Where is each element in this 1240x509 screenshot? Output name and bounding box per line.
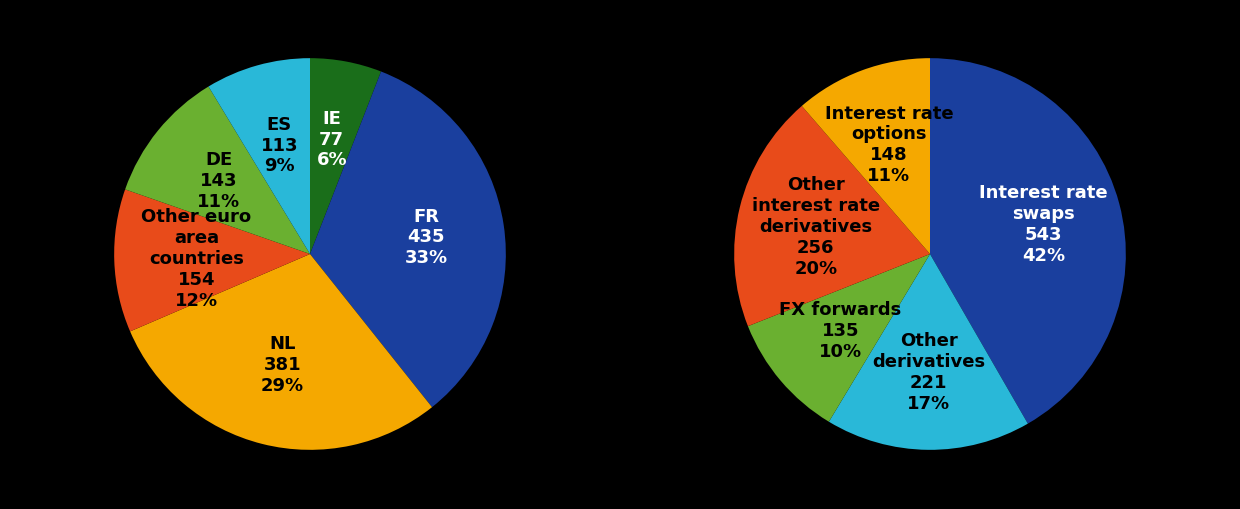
Wedge shape <box>930 59 1126 424</box>
Wedge shape <box>310 72 506 407</box>
Wedge shape <box>310 59 381 255</box>
Text: FX forwards
135
10%: FX forwards 135 10% <box>779 300 901 360</box>
Text: Interest rate
options
148
11%: Interest rate options 148 11% <box>825 104 954 185</box>
Text: NL
381
29%: NL 381 29% <box>260 335 304 394</box>
Wedge shape <box>125 88 310 254</box>
Wedge shape <box>748 254 930 422</box>
Wedge shape <box>114 190 310 332</box>
Wedge shape <box>208 59 310 255</box>
Text: Other
interest rate
derivatives
256
20%: Other interest rate derivatives 256 20% <box>751 176 880 277</box>
Text: Other euro
area
countries
154
12%: Other euro area countries 154 12% <box>141 208 252 309</box>
Wedge shape <box>828 254 1028 450</box>
Text: IE
77
6%: IE 77 6% <box>316 109 347 169</box>
Text: DE
143
11%: DE 143 11% <box>197 151 241 210</box>
Text: FR
435
33%: FR 435 33% <box>404 207 448 267</box>
Text: Other
derivatives
221
17%: Other derivatives 221 17% <box>872 332 986 412</box>
Wedge shape <box>802 59 930 255</box>
Text: Interest rate
swaps
543
42%: Interest rate swaps 543 42% <box>980 184 1107 264</box>
Wedge shape <box>734 107 930 326</box>
Text: ES
113
9%: ES 113 9% <box>260 116 298 175</box>
Wedge shape <box>130 254 432 450</box>
